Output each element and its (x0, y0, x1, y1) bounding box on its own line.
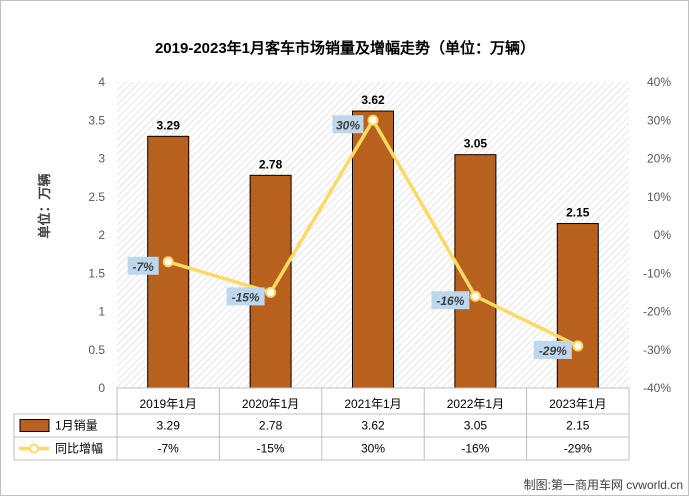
chart-title: 2019-2023年1月客车市场销量及增幅走势（单位：万辆） (155, 39, 535, 57)
line-marker (367, 114, 379, 126)
left-axis: 0 0.5 1 1.5 2 2.5 3 3.5 4 (88, 75, 105, 395)
x-tick-label: 2020年1月 (242, 397, 299, 411)
line-label-bg (226, 287, 265, 306)
table-cell: 2.15 (566, 419, 590, 433)
y2-tick-label: 30% (647, 113, 671, 127)
line-data-label: -29% (539, 344, 567, 358)
line-data-label: -7% (133, 260, 155, 274)
table-cell: -16% (461, 442, 489, 456)
y2-tick-label: -40% (643, 381, 671, 395)
line-marker (162, 256, 174, 268)
bar-series (147, 110, 599, 389)
legend-label: 1月销量 (55, 419, 98, 433)
x-tick-label: 2022年1月 (447, 397, 504, 411)
line-data-label: 30% (336, 118, 360, 132)
line-series: -7% -15% 30% -16% -29% (127, 114, 584, 359)
bar (249, 174, 292, 389)
bar-data-label: 3.29 (157, 118, 181, 132)
table-cell: -15% (257, 442, 285, 456)
y-tick-label: 4 (98, 75, 105, 89)
bar-data-label: 3.05 (464, 137, 488, 151)
y-tick-label: 0 (98, 381, 105, 395)
line-label-bg (533, 340, 572, 359)
line-marker (469, 290, 481, 302)
y-tick-label: 3.5 (88, 113, 105, 127)
y2-tick-label: 20% (647, 152, 671, 166)
line-data-label: -16% (436, 294, 464, 308)
bar (556, 223, 599, 389)
table-cell: 3.05 (464, 419, 488, 433)
y-tick-label: 0.5 (88, 343, 105, 357)
bar (352, 110, 394, 389)
line-data-label: -15% (232, 290, 260, 304)
data-table: 2019年1月 2020年1月 2021年1月 2022年1月 2023年1月 1月销量 3… (13, 387, 630, 461)
source-credit: 制图:第一商用车网 cvworld.cn (524, 477, 683, 492)
table-cell: -7% (158, 442, 180, 456)
bar-data-label: 3.62 (361, 93, 385, 107)
y-axis-title: 单位：万辆 (37, 173, 52, 238)
legend-marker (29, 443, 39, 454)
y2-tick-label: -20% (643, 305, 671, 319)
table-cell: 3.29 (157, 419, 181, 433)
line-label-bg (431, 291, 470, 310)
table-cell: 2.78 (259, 419, 283, 433)
bar-data-labels: 3.29 2.78 3.62 3.05 2.15 (157, 93, 590, 219)
y2-tick-label: 40% (647, 75, 671, 89)
line-marker (265, 286, 277, 298)
table-cell: 30% (361, 442, 385, 456)
y-tick-label: 2.5 (88, 190, 105, 204)
x-tick-label: 2019年1月 (140, 397, 197, 411)
y2-tick-label: 0% (654, 228, 672, 242)
y-tick-label: 2 (98, 228, 105, 242)
x-tick-label: 2023年1月 (549, 397, 606, 411)
table-cell: -29% (564, 442, 592, 456)
table-cell: 3.62 (361, 419, 385, 433)
y2-tick-label: -10% (643, 266, 671, 280)
line-label-bg (332, 115, 364, 134)
x-tick-label: 2021年1月 (344, 397, 401, 411)
y-tick-label: 3 (98, 152, 105, 166)
y2-tick-label: -30% (643, 343, 671, 357)
legend-swatch-bar (19, 419, 50, 432)
bar-data-label: 2.78 (259, 157, 283, 171)
line-label-bg (127, 256, 159, 275)
right-axis: -40% -30% -20% -10% 0% 10% 20% 30% 40% (643, 75, 671, 395)
bar-data-label: 2.15 (566, 206, 590, 220)
legend-label: 同比增幅 (55, 441, 103, 456)
y2-tick-label: 10% (647, 190, 671, 204)
line-marker (572, 340, 584, 352)
y-tick-label: 1.5 (88, 266, 105, 280)
y-tick-label: 1 (98, 305, 105, 319)
